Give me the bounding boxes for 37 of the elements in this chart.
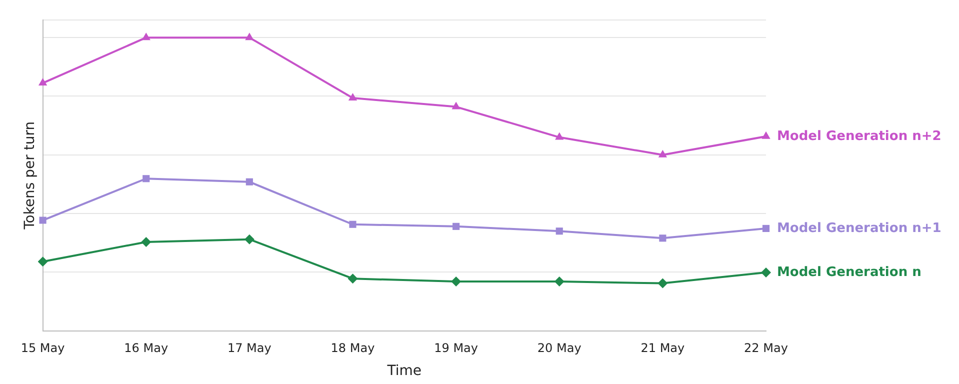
point bbox=[451, 276, 462, 287]
point bbox=[761, 267, 771, 278]
x-tick-label: 17 May bbox=[227, 341, 272, 356]
point bbox=[659, 234, 666, 242]
point bbox=[658, 278, 668, 288]
point bbox=[38, 78, 48, 86]
x-tick-label: 16 May bbox=[124, 341, 168, 356]
point bbox=[349, 220, 356, 228]
point bbox=[246, 178, 253, 186]
x-tick-label: 15 May bbox=[20, 341, 65, 356]
point bbox=[762, 224, 770, 232]
point bbox=[452, 102, 460, 110]
x-tick-label: 22 May bbox=[744, 341, 788, 356]
point bbox=[245, 32, 254, 40]
point bbox=[348, 92, 358, 100]
x-tick-label: 18 May bbox=[330, 341, 375, 356]
point bbox=[38, 256, 48, 267]
y-axis-title: Tokens per turn bbox=[22, 121, 38, 230]
point bbox=[348, 274, 358, 284]
point bbox=[142, 175, 150, 182]
point bbox=[244, 234, 254, 244]
x-axis-title: Time bbox=[386, 363, 422, 380]
point bbox=[142, 32, 150, 40]
point bbox=[39, 216, 46, 224]
point bbox=[762, 131, 770, 139]
point bbox=[556, 228, 563, 235]
point bbox=[141, 236, 152, 247]
series-label: Model Generation n bbox=[777, 264, 922, 280]
point bbox=[658, 150, 668, 158]
x-tick-label: 19 May bbox=[434, 341, 478, 356]
series-label: Model Generation n+1 bbox=[777, 220, 942, 236]
point bbox=[555, 132, 564, 140]
x-tick-label: 21 May bbox=[640, 341, 685, 356]
point bbox=[452, 222, 460, 230]
series-label: Model Generation n+2 bbox=[777, 128, 942, 144]
point bbox=[554, 276, 564, 287]
x-tick-label: 20 May bbox=[537, 341, 582, 356]
